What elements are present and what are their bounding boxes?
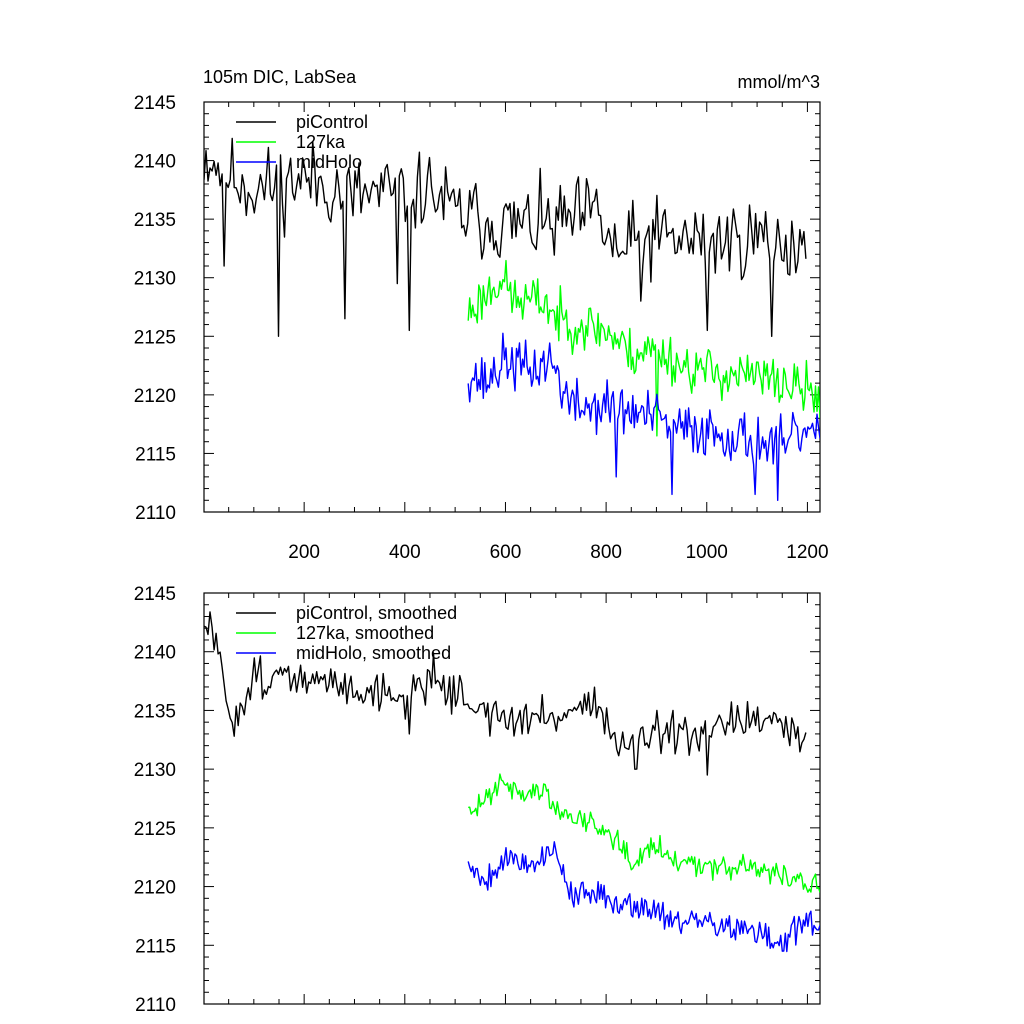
legend-label: midHolo, smoothed xyxy=(296,643,451,663)
y-tick-label: 2130 xyxy=(134,760,176,781)
x-tick-label: 1200 xyxy=(786,542,828,563)
legend-label: 127ka, smoothed xyxy=(296,623,434,643)
y-tick-label: 2130 xyxy=(134,269,176,290)
y-tick-label: 2145 xyxy=(134,584,176,605)
legend-label: piControl, smoothed xyxy=(296,603,457,623)
y-tick-label: 2120 xyxy=(134,878,176,899)
top-chart-title: 105m DIC, LabSea xyxy=(203,67,357,87)
y-tick-label: 2140 xyxy=(134,643,176,664)
y-tick-label: 2125 xyxy=(134,327,176,348)
y-tick-label: 2135 xyxy=(134,701,176,722)
y-tick-label: 2115 xyxy=(135,444,176,465)
series-line-picontrol-smoothed xyxy=(204,611,807,776)
y-tick-label: 2140 xyxy=(134,152,176,173)
bottom-panel: 2110 2115 2120 2125 2130 2135 2140 2145 piContro… xyxy=(134,584,821,1016)
y-tick-label: 2110 xyxy=(135,995,176,1016)
y-tick-label: 2110 xyxy=(135,503,176,524)
x-tick-label: 1000 xyxy=(686,542,728,563)
series-line-picontrol xyxy=(204,137,807,337)
series-line-127ka xyxy=(467,259,820,437)
series-line-127ka-smoothed xyxy=(468,773,820,893)
top-chart-units: mmol/m^3 xyxy=(738,72,820,92)
y-tick-label: 2115 xyxy=(135,936,176,957)
series-line-midholo xyxy=(467,332,820,501)
x-tick-label: 400 xyxy=(389,542,421,563)
y-tick-label: 2145 xyxy=(134,93,176,114)
y-tick-label: 2125 xyxy=(134,819,176,840)
series-line-midholo-smoothed xyxy=(467,841,820,953)
legend-label: piControl xyxy=(296,112,368,132)
plot-frame xyxy=(203,592,821,1005)
plot-frame xyxy=(203,101,821,513)
x-tick-label: 800 xyxy=(590,542,622,563)
legend-label: 127ka xyxy=(296,132,346,152)
legend-label: midHolo xyxy=(296,152,362,172)
y-tick-label: 2135 xyxy=(134,210,176,231)
y-tick-label: 2120 xyxy=(134,386,176,407)
x-tick-label: 200 xyxy=(288,542,320,563)
x-tick-label: 600 xyxy=(490,542,522,563)
top-panel: 105m DIC, LabSea mmol/m^3 2110 2115 2120 21… xyxy=(134,67,829,563)
